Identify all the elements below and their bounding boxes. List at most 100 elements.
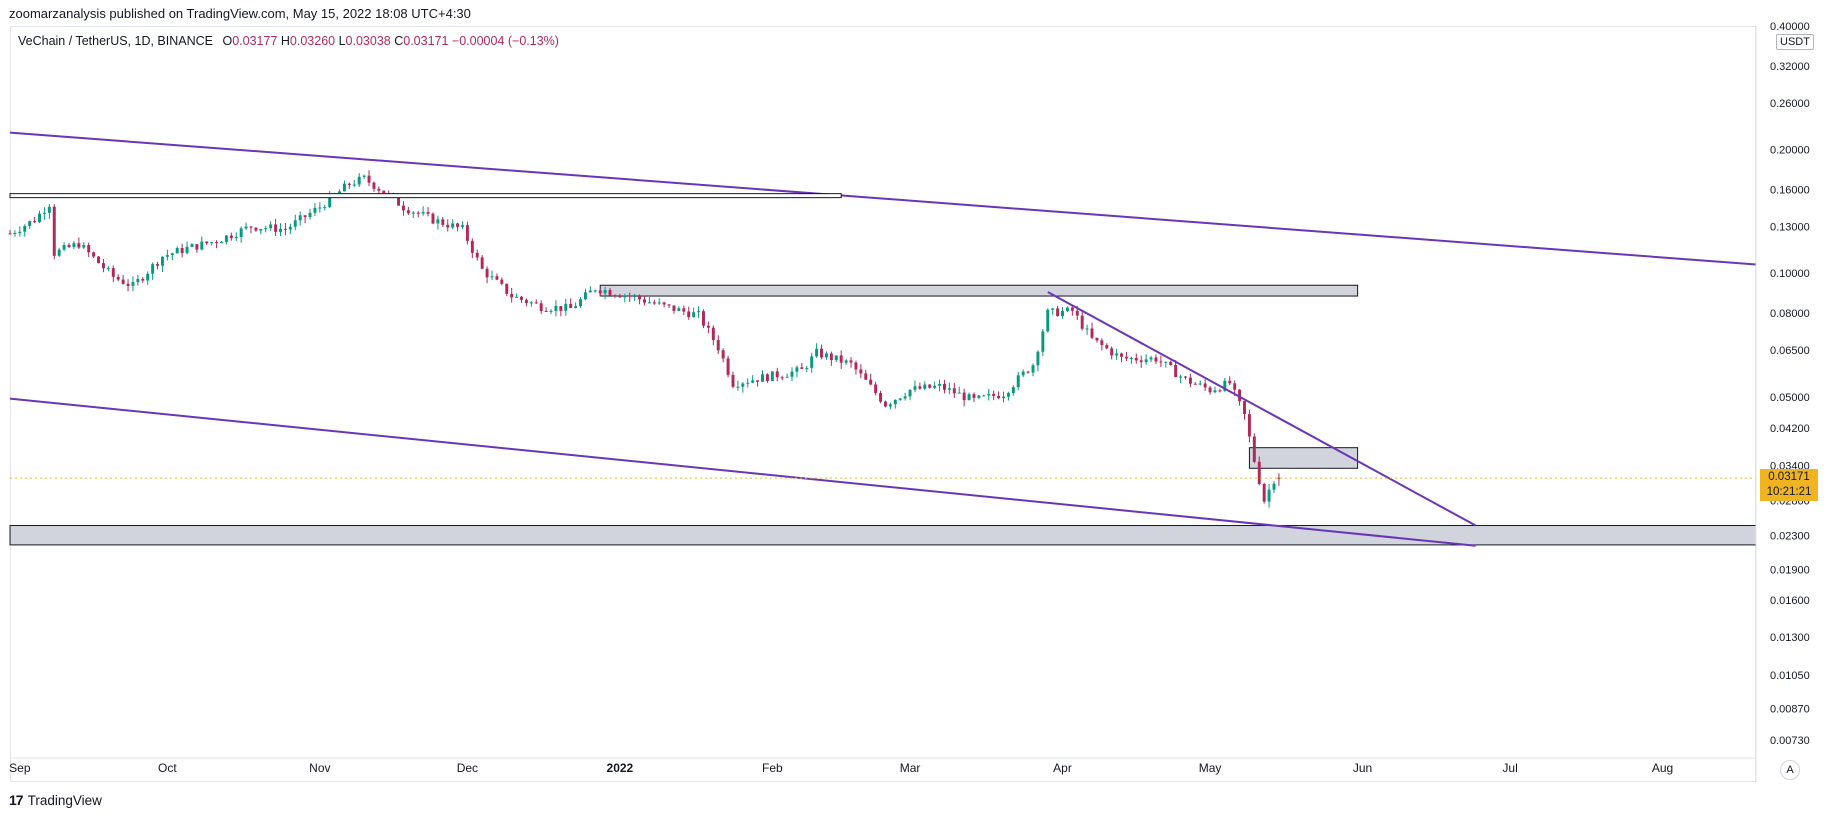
candle xyxy=(697,306,701,319)
candle-body xyxy=(57,249,61,256)
y-tick-label: 0.04200 xyxy=(1770,423,1810,435)
trendlines-layer xyxy=(9,131,1757,547)
candle-body xyxy=(1252,436,1256,462)
candle-body xyxy=(608,290,612,296)
candle xyxy=(1070,304,1074,316)
candle-body xyxy=(539,303,543,311)
candle xyxy=(249,226,253,234)
candle xyxy=(1188,373,1192,388)
candle-body xyxy=(421,212,425,214)
candle-body xyxy=(190,244,194,247)
candle-body xyxy=(692,312,696,318)
candle-body xyxy=(588,290,592,293)
candle xyxy=(1169,360,1173,366)
tradingview-footer: 17 TradingView xyxy=(9,792,102,808)
candle xyxy=(706,321,710,334)
candle-body xyxy=(633,296,637,298)
candle-body xyxy=(515,296,519,298)
candle-body xyxy=(741,383,745,387)
x-tick-label: Mar xyxy=(900,761,921,775)
candle-body xyxy=(623,295,627,298)
currency-label[interactable]: USDT xyxy=(1776,34,1814,50)
candle-body xyxy=(470,240,474,253)
candle xyxy=(382,190,386,194)
candle-body xyxy=(215,242,219,244)
candle-body xyxy=(461,225,464,227)
candle xyxy=(746,378,750,388)
candle xyxy=(579,296,582,309)
candle xyxy=(687,306,691,320)
auto-scale-button[interactable]: A xyxy=(1780,760,1800,780)
candle xyxy=(1139,355,1143,368)
candle-body xyxy=(947,388,951,390)
candle-body xyxy=(682,308,686,312)
candle xyxy=(544,307,548,312)
candle xyxy=(239,226,243,243)
candle-body xyxy=(751,380,755,383)
candle-body xyxy=(1026,371,1030,373)
candle xyxy=(367,170,371,187)
candle-body xyxy=(342,183,346,192)
candle-body xyxy=(603,290,607,294)
candle-body xyxy=(859,369,863,374)
candle xyxy=(28,220,32,230)
candle xyxy=(879,390,883,404)
candle xyxy=(101,258,105,273)
candle-body xyxy=(893,399,897,405)
candle xyxy=(1134,353,1138,364)
candle-body xyxy=(72,243,76,248)
candle xyxy=(765,373,769,383)
candle-body xyxy=(347,183,351,185)
candle-body xyxy=(761,374,764,382)
candle xyxy=(1036,350,1040,372)
candle-body xyxy=(977,395,981,398)
candle xyxy=(1120,352,1124,363)
candle-body xyxy=(1238,389,1242,402)
candle-body xyxy=(1179,376,1183,378)
candle-body xyxy=(795,367,799,372)
candle xyxy=(431,212,435,225)
candle xyxy=(938,379,942,392)
candle xyxy=(475,249,479,261)
candle xyxy=(313,203,317,217)
candle-body xyxy=(126,283,130,286)
candle-body xyxy=(697,311,701,313)
candle xyxy=(470,238,474,259)
candle xyxy=(72,240,76,250)
candle xyxy=(598,288,602,297)
candle-body xyxy=(1223,380,1227,391)
candle xyxy=(1002,391,1005,403)
candle xyxy=(1110,346,1114,360)
candle xyxy=(57,247,61,257)
candle xyxy=(416,211,420,218)
candle-body xyxy=(1164,361,1168,363)
candle xyxy=(1247,409,1251,443)
candle xyxy=(264,225,268,233)
candle xyxy=(775,367,779,382)
candle-body xyxy=(923,384,927,389)
candle-body xyxy=(702,311,705,326)
candle-body xyxy=(1021,371,1025,376)
candle-body xyxy=(416,212,420,214)
candle-body xyxy=(800,367,804,369)
x-tick-label: Sep xyxy=(9,761,31,775)
candle-body xyxy=(436,219,440,224)
candle-body xyxy=(1193,383,1197,385)
candle xyxy=(1144,354,1148,365)
candle-body xyxy=(362,175,366,177)
candle xyxy=(480,255,484,270)
candle xyxy=(52,204,56,260)
y-tick-label: 0.16000 xyxy=(1770,184,1810,196)
candle xyxy=(82,242,86,249)
candle xyxy=(608,287,612,296)
candle xyxy=(1056,305,1060,317)
candle xyxy=(952,382,956,398)
candle xyxy=(1021,369,1025,378)
candle xyxy=(510,287,514,303)
candle-body xyxy=(1031,365,1035,373)
candle xyxy=(421,206,425,216)
candle-body xyxy=(820,348,823,358)
candle-body xyxy=(1080,315,1084,329)
candle-body xyxy=(1011,387,1015,393)
